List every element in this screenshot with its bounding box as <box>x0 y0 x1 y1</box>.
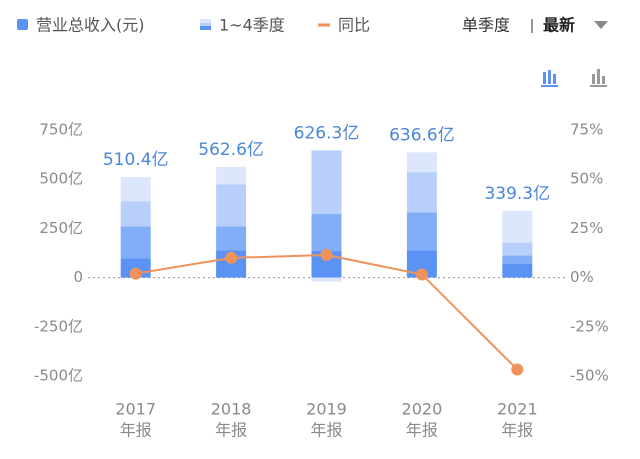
legend-swatch <box>200 19 211 23</box>
x-tick-label: 2019 <box>306 400 347 419</box>
x-tick-label: 2021 <box>497 400 538 419</box>
bar-segment <box>120 177 151 202</box>
total-label: 510.4亿 <box>103 150 169 170</box>
bar-segment <box>216 166 247 185</box>
x-tick-label: 2020 <box>402 400 443 419</box>
dropdown-arrow[interactable] <box>594 21 608 29</box>
yoy-point <box>129 267 142 280</box>
bar-segment <box>406 152 437 173</box>
bar-segment <box>120 226 151 259</box>
legend-swatch <box>200 23 211 26</box>
yoy-point <box>415 268 428 281</box>
y-tick-label: -250亿 <box>34 317 83 335</box>
yoy-point <box>511 363 524 376</box>
legend-label: 同比 <box>338 16 370 35</box>
x-tick-sublabel: 年报 <box>406 421 438 440</box>
y2-tick-label: -50% <box>570 367 609 385</box>
total-label: 339.3亿 <box>484 184 550 204</box>
y-tick-label: 250亿 <box>39 219 83 237</box>
x-tick-sublabel: 年报 <box>215 421 247 440</box>
y-tick-label: 750亿 <box>39 121 83 139</box>
bar-segment <box>502 242 533 256</box>
chart-icon[interactable] <box>590 69 607 87</box>
y2-tick-label: 50% <box>570 170 603 188</box>
x-tick-sublabel: 年报 <box>501 421 533 440</box>
total-label: 636.6亿 <box>389 125 455 145</box>
bar-segment <box>406 212 437 251</box>
bar-segment <box>311 214 342 252</box>
bar-segment <box>502 263 533 278</box>
bar-segment <box>120 201 151 227</box>
sort-toggle[interactable]: 最新 <box>543 16 575 35</box>
bar-segment <box>502 210 533 243</box>
total-label: 562.6亿 <box>198 140 264 160</box>
y-tick-label: 500亿 <box>39 170 83 188</box>
y2-tick-label: 25% <box>570 219 603 237</box>
period-toggle[interactable]: 单季度 <box>462 16 510 35</box>
x-tick-sublabel: 年报 <box>310 421 342 440</box>
total-label: 626.3亿 <box>294 123 360 143</box>
bar-segment <box>406 172 437 213</box>
bar-segment <box>311 150 342 215</box>
yoy-point <box>320 248 333 261</box>
yoy-point <box>225 251 238 264</box>
legend-swatch <box>200 26 211 30</box>
y2-tick-label: 0% <box>570 268 594 286</box>
y2-tick-label: -25% <box>570 317 609 335</box>
bar-segment <box>502 255 533 264</box>
y-tick-label: -500亿 <box>34 367 83 385</box>
x-tick-sublabel: 年报 <box>120 421 152 440</box>
legend-label: 1~4季度 <box>219 16 285 35</box>
y-tick-label: 0 <box>73 268 83 286</box>
x-tick-label: 2018 <box>211 400 252 419</box>
legend-label: 营业总收入(元) <box>36 16 145 35</box>
bar-segment <box>311 277 342 282</box>
y2-tick-label: 75% <box>570 121 603 139</box>
bar-segment <box>216 226 247 251</box>
legend-swatch <box>17 19 28 30</box>
chart-icon[interactable] <box>541 70 558 87</box>
x-tick-label: 2017 <box>115 400 156 419</box>
bar-segment <box>216 184 247 227</box>
